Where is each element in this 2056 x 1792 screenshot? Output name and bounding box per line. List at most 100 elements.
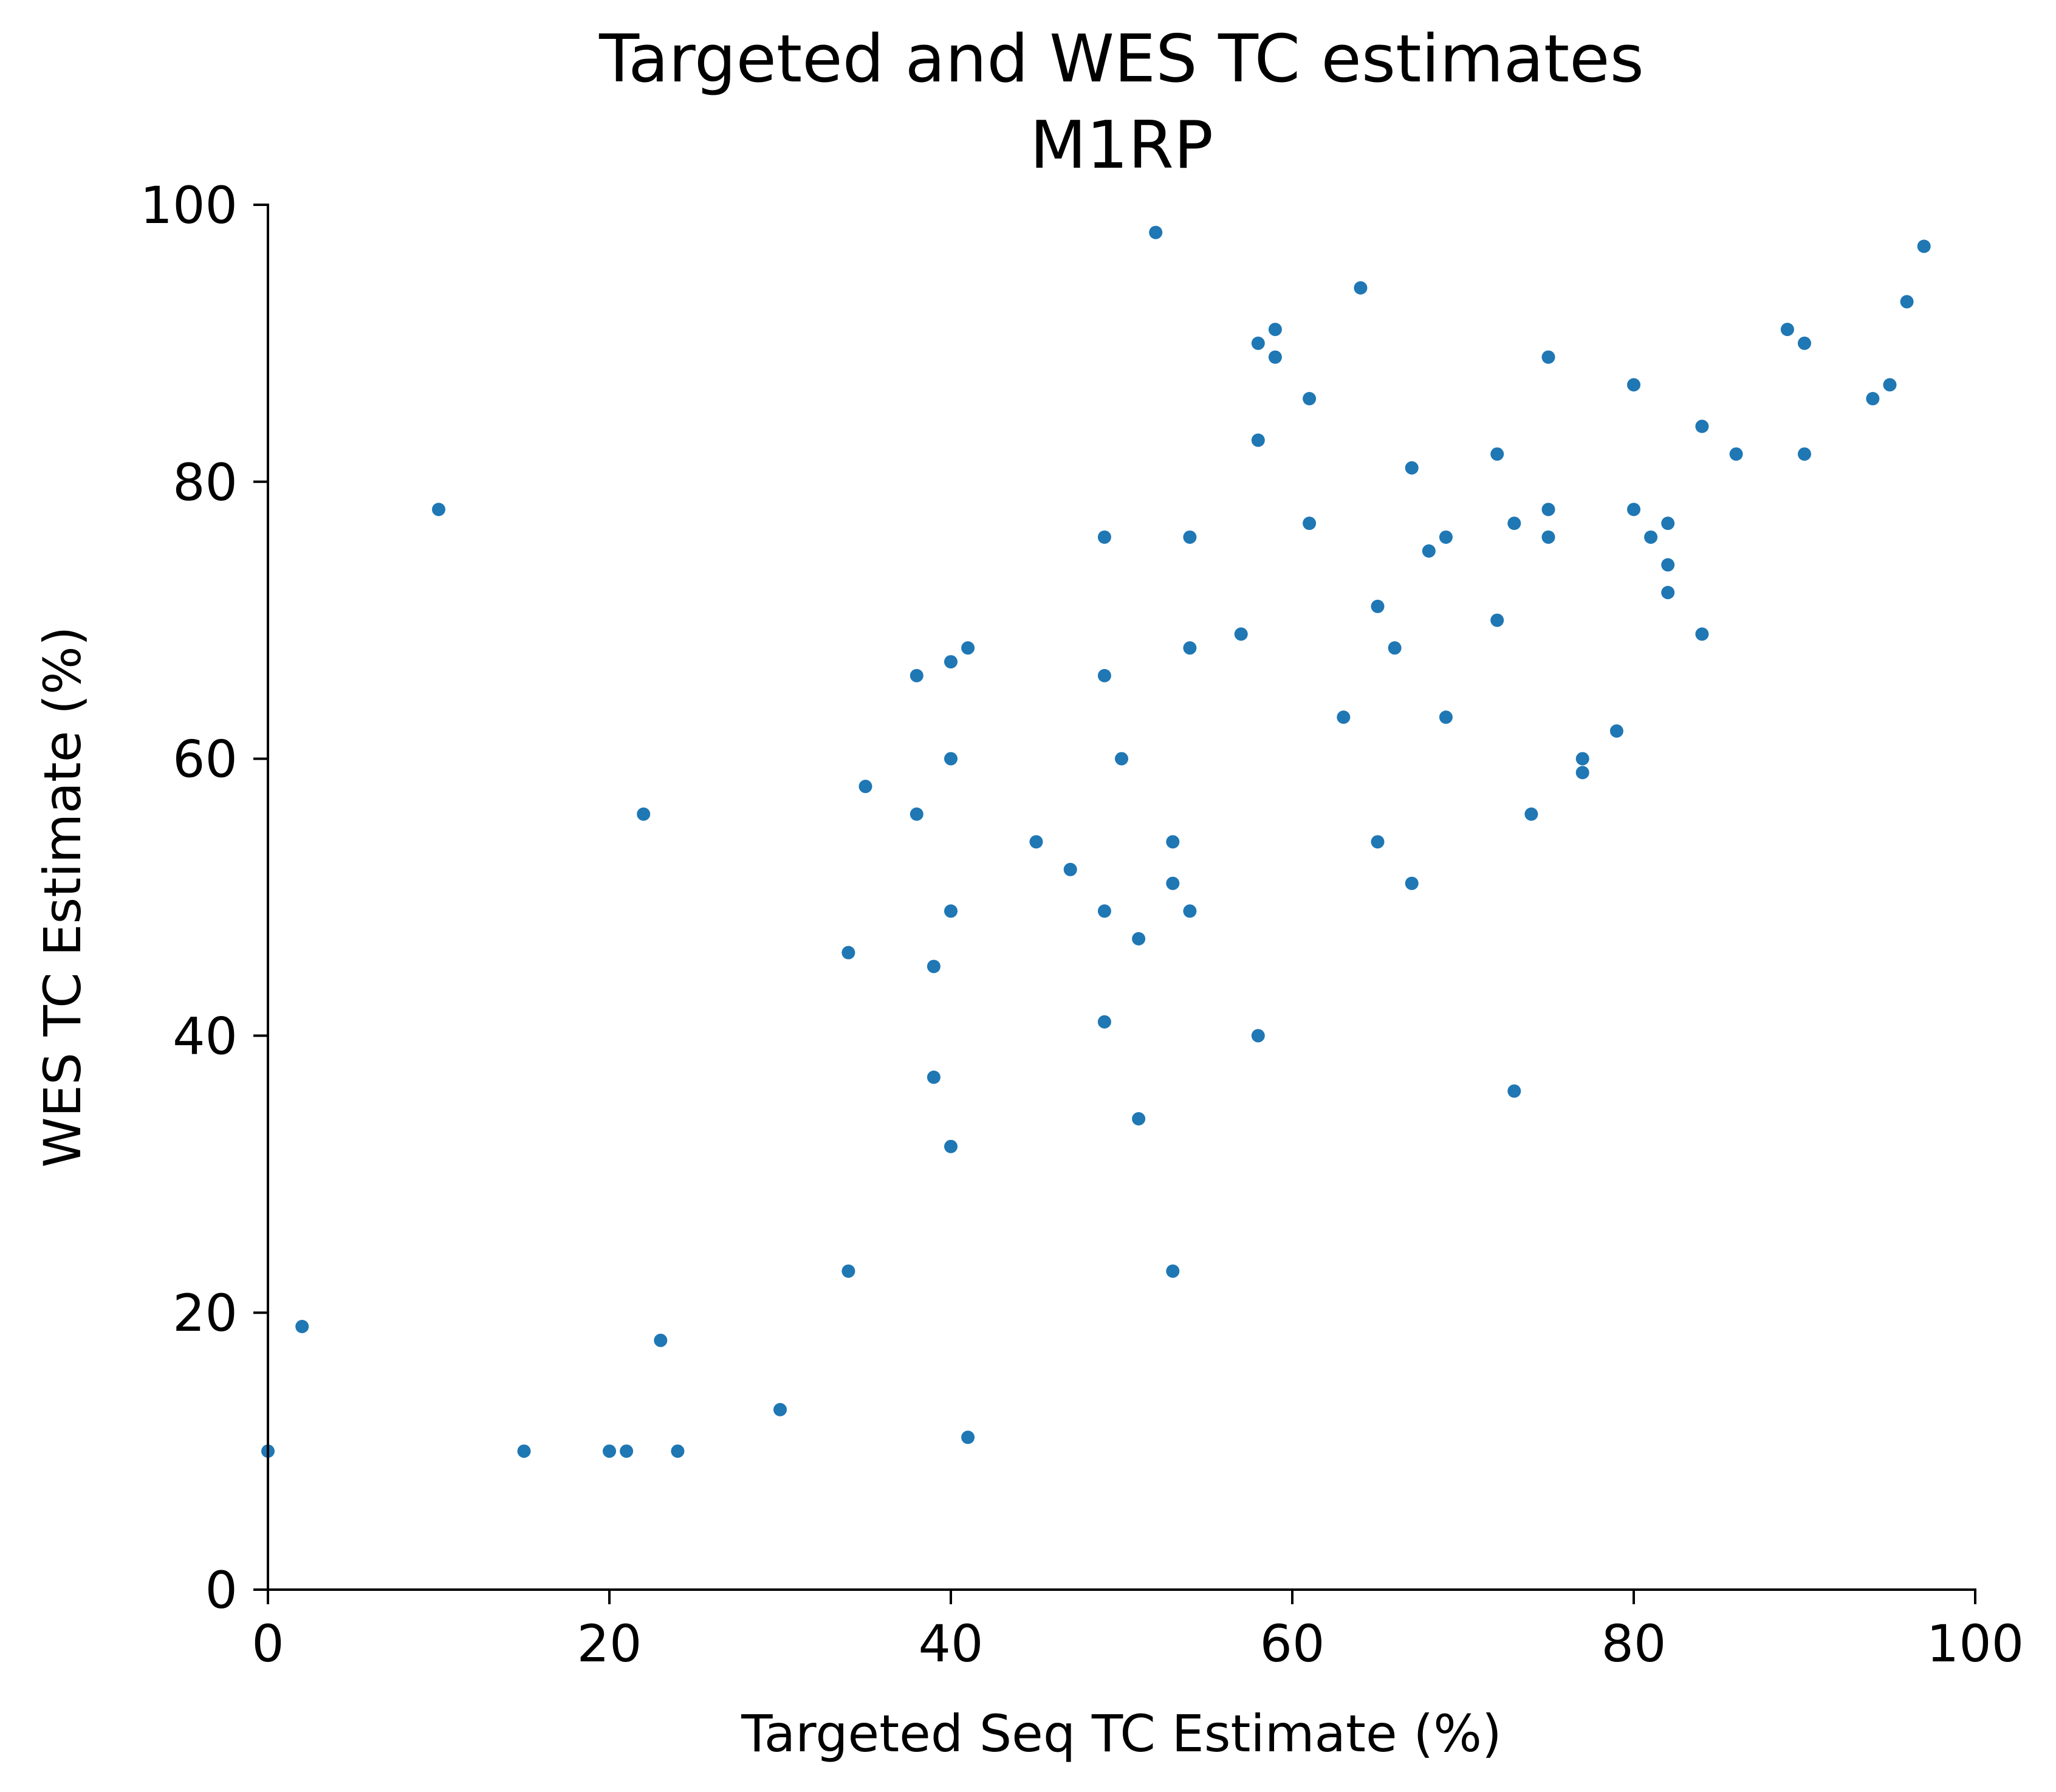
data-points [261, 225, 1931, 1458]
scatter-point [841, 946, 855, 960]
scatter-point [1798, 447, 1811, 461]
y-tick-label: 60 [173, 730, 238, 789]
y-axis-label: WES TC Estimate (%) [33, 627, 92, 1168]
scatter-point [1661, 517, 1675, 530]
scatter-point [1251, 336, 1265, 350]
scatter-point [1371, 599, 1385, 613]
scatter-point [1900, 295, 1914, 309]
scatter-point [1695, 419, 1709, 433]
scatter-point [1166, 835, 1180, 849]
scatter-point [1798, 336, 1811, 350]
scatter-point [1541, 503, 1555, 517]
scatter-point [1609, 724, 1623, 738]
scatter-point [944, 752, 958, 766]
scatter-point [1371, 835, 1385, 849]
scatter-point [1354, 281, 1368, 295]
scatter-point [1661, 558, 1675, 572]
scatter-point [961, 1430, 975, 1444]
scatter-point [1183, 530, 1197, 544]
scatter-point [1507, 1084, 1521, 1098]
x-tick-label: 60 [1260, 1614, 1325, 1674]
scatter-point [1780, 323, 1794, 337]
scatter-point [1661, 586, 1675, 600]
scatter-point [1166, 1264, 1180, 1278]
scatter-point [1405, 876, 1419, 890]
scatter-point [944, 904, 958, 918]
scatter-point [1166, 876, 1180, 890]
chart-subtitle: M1RP [1030, 108, 1213, 184]
scatter-point [1575, 766, 1589, 780]
scatter-point [517, 1444, 531, 1458]
scatter-point [1695, 627, 1709, 641]
chart-title: Targeted and WES TC estimates [598, 21, 1644, 97]
scatter-point [1097, 904, 1111, 918]
x-tick-label: 80 [1602, 1614, 1667, 1674]
scatter-point [1303, 517, 1317, 530]
scatter-point [603, 1444, 616, 1458]
scatter-point [1132, 932, 1146, 946]
scatter-point [1729, 447, 1743, 461]
scatter-point [1524, 807, 1538, 821]
scatter-point [1097, 1015, 1111, 1029]
scatter-point [1063, 862, 1077, 876]
x-axis-label: Targeted Seq TC Estimate (%) [741, 1704, 1501, 1763]
scatter-point [295, 1319, 309, 1333]
scatter-point [1490, 447, 1504, 461]
y-tick-label: 40 [173, 1006, 238, 1066]
scatter-point [1422, 544, 1436, 558]
scatter-point [1115, 752, 1128, 766]
scatter-point [961, 641, 975, 655]
scatter-point [1183, 904, 1197, 918]
scatter-point [1234, 627, 1248, 641]
scatter-point [1149, 225, 1163, 239]
scatter-point [927, 1070, 941, 1084]
scatter-point [1268, 350, 1282, 364]
scatter-point [1132, 1112, 1146, 1126]
scatter-point [1251, 433, 1265, 447]
scatter-point [1541, 530, 1555, 544]
scatter-point [773, 1402, 787, 1416]
scatter-point [1029, 835, 1043, 849]
scatter-point [654, 1333, 668, 1347]
scatter-point [1097, 530, 1111, 544]
scatter-point [1644, 530, 1658, 544]
scatter-point [910, 807, 923, 821]
scatter-point [1251, 1029, 1265, 1043]
scatter-point [1439, 530, 1453, 544]
scatter-point [1917, 239, 1931, 253]
y-tick-label: 100 [140, 176, 238, 235]
scatter-point [944, 655, 958, 669]
x-tick-label: 0 [252, 1614, 284, 1674]
scatter-point [1883, 378, 1897, 392]
x-tick-label: 40 [919, 1614, 984, 1674]
scatter-point [1337, 710, 1351, 724]
scatter-point [1627, 503, 1640, 517]
y-tick-label: 0 [205, 1560, 238, 1620]
scatter-point [944, 1139, 958, 1153]
scatter-point [671, 1444, 685, 1458]
scatter-point [1303, 392, 1317, 406]
scatter-point [1507, 517, 1521, 530]
y-tick-label: 20 [173, 1283, 238, 1343]
scatter-point [1575, 752, 1589, 766]
x-tick-label: 100 [1927, 1614, 2024, 1674]
scatter-point [1268, 323, 1282, 337]
scatter-point [910, 668, 923, 682]
scatter-point [1097, 668, 1111, 682]
scatter-point [858, 780, 872, 794]
scatter-point [841, 1264, 855, 1278]
scatter-point [927, 960, 941, 973]
x-tick-label: 20 [577, 1614, 642, 1674]
scatter-point [1439, 710, 1453, 724]
scatter-point [432, 503, 445, 517]
y-tick-label: 80 [173, 453, 238, 512]
scatter-point [1490, 613, 1504, 627]
scatter-point [1866, 392, 1880, 406]
scatter-point [637, 807, 651, 821]
scatter-point [620, 1444, 634, 1458]
scatter-point [1541, 350, 1555, 364]
x-axis-ticks: 0 20 40 60 80 100 [252, 1590, 2024, 1674]
scatter-point [1627, 378, 1640, 392]
scatter-point [1183, 641, 1197, 655]
